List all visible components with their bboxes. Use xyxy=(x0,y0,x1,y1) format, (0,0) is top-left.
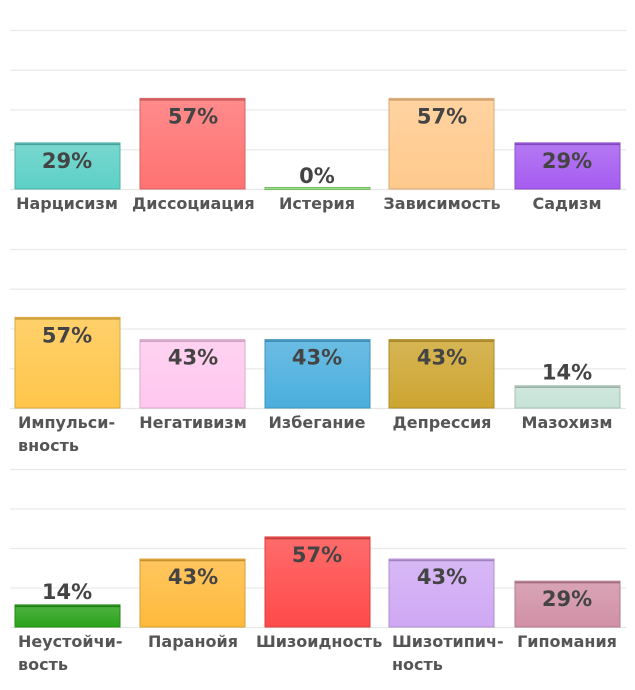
category-label-line: Зависимость xyxy=(383,194,501,213)
category-label-line: Неустойчи- xyxy=(18,632,123,651)
category-label: Шизотипич-ность xyxy=(392,630,514,676)
bar xyxy=(139,339,246,409)
chart-panel-2: 57% 43% 43% 43% 14% Импульси-вность Негативизм… xyxy=(0,219,635,459)
category-label-line: Избегание xyxy=(268,413,366,432)
category-label-line: вность xyxy=(18,436,80,455)
category-label: Неустойчи-вость xyxy=(18,630,140,676)
bar xyxy=(139,558,246,628)
bar xyxy=(14,316,121,409)
category-label-line: Нарцисизм xyxy=(16,194,118,213)
category-label: Импульси-вность xyxy=(18,411,140,457)
data-label: 43% xyxy=(417,565,467,589)
chart-panel-3: 14% 43% 57% 43% 29% Неустойчи-вость Паранойя Ши… xyxy=(0,459,635,690)
category-label-line: ность xyxy=(392,655,443,674)
data-label: 0% xyxy=(299,164,335,188)
category-label-line: Негативизм xyxy=(139,413,247,432)
bar xyxy=(514,142,621,190)
category-label-line: Гипомания xyxy=(517,632,617,651)
category-label-line: Депрессия xyxy=(392,413,492,432)
bar xyxy=(264,187,371,190)
category-label-line: Мазохизм xyxy=(521,413,613,432)
bar xyxy=(388,339,495,409)
bar xyxy=(514,580,621,628)
category-label-line: Шизоидность xyxy=(256,632,383,651)
data-label: 43% xyxy=(168,565,218,589)
bar xyxy=(514,385,621,409)
category-label: Истерия xyxy=(256,192,378,215)
category-label-line: Импульси- xyxy=(18,413,116,432)
chart-panel-1: 29% 57% 0% 57% 29% Нарцисизм Диссоциация Истери… xyxy=(0,0,635,219)
data-label: 29% xyxy=(542,149,592,173)
category-label: Шизоидность xyxy=(256,630,383,653)
data-label: 43% xyxy=(417,346,467,370)
category-label: Депрессия xyxy=(381,411,503,434)
data-label: 43% xyxy=(292,346,342,370)
category-label-line: вость xyxy=(18,655,68,674)
data-label: 29% xyxy=(42,149,92,173)
category-label-line: Истерия xyxy=(279,194,355,213)
category-label-line: Диссоциация xyxy=(132,194,255,213)
data-label: 57% xyxy=(42,323,92,347)
bar xyxy=(264,536,371,628)
bar xyxy=(388,97,495,190)
category-label: Негативизм xyxy=(132,411,254,434)
bar xyxy=(264,339,371,409)
data-label: 29% xyxy=(542,587,592,611)
data-label: 57% xyxy=(417,104,467,128)
category-label-line: Паранойя xyxy=(148,632,238,651)
category-label: Садизм xyxy=(506,192,628,215)
category-label: Избегание xyxy=(256,411,378,434)
category-label: Гипомания xyxy=(506,630,628,653)
bar-chart-svg: 14% 43% 57% 43% 29% xyxy=(10,468,626,629)
bar xyxy=(139,97,246,190)
category-label: Диссоциация xyxy=(132,192,255,215)
data-label: 43% xyxy=(168,346,218,370)
bar-chart-svg: 57% 43% 43% 43% 14% xyxy=(10,248,626,410)
data-label: 14% xyxy=(542,361,592,385)
category-label-line: Шизотипич- xyxy=(392,632,504,651)
bar xyxy=(14,142,121,190)
bar-chart-svg: 29% 57% 0% 57% 29% xyxy=(10,29,626,191)
data-label: 14% xyxy=(42,580,92,604)
category-label: Нарцисизм xyxy=(6,192,128,215)
data-label: 57% xyxy=(168,104,218,128)
bar xyxy=(14,604,121,628)
category-label-line: Садизм xyxy=(532,194,602,213)
category-label: Паранойя xyxy=(132,630,254,653)
bar xyxy=(388,558,495,628)
category-label: Зависимость xyxy=(381,192,503,215)
data-label: 57% xyxy=(292,543,342,567)
category-label: Мазохизм xyxy=(506,411,628,434)
